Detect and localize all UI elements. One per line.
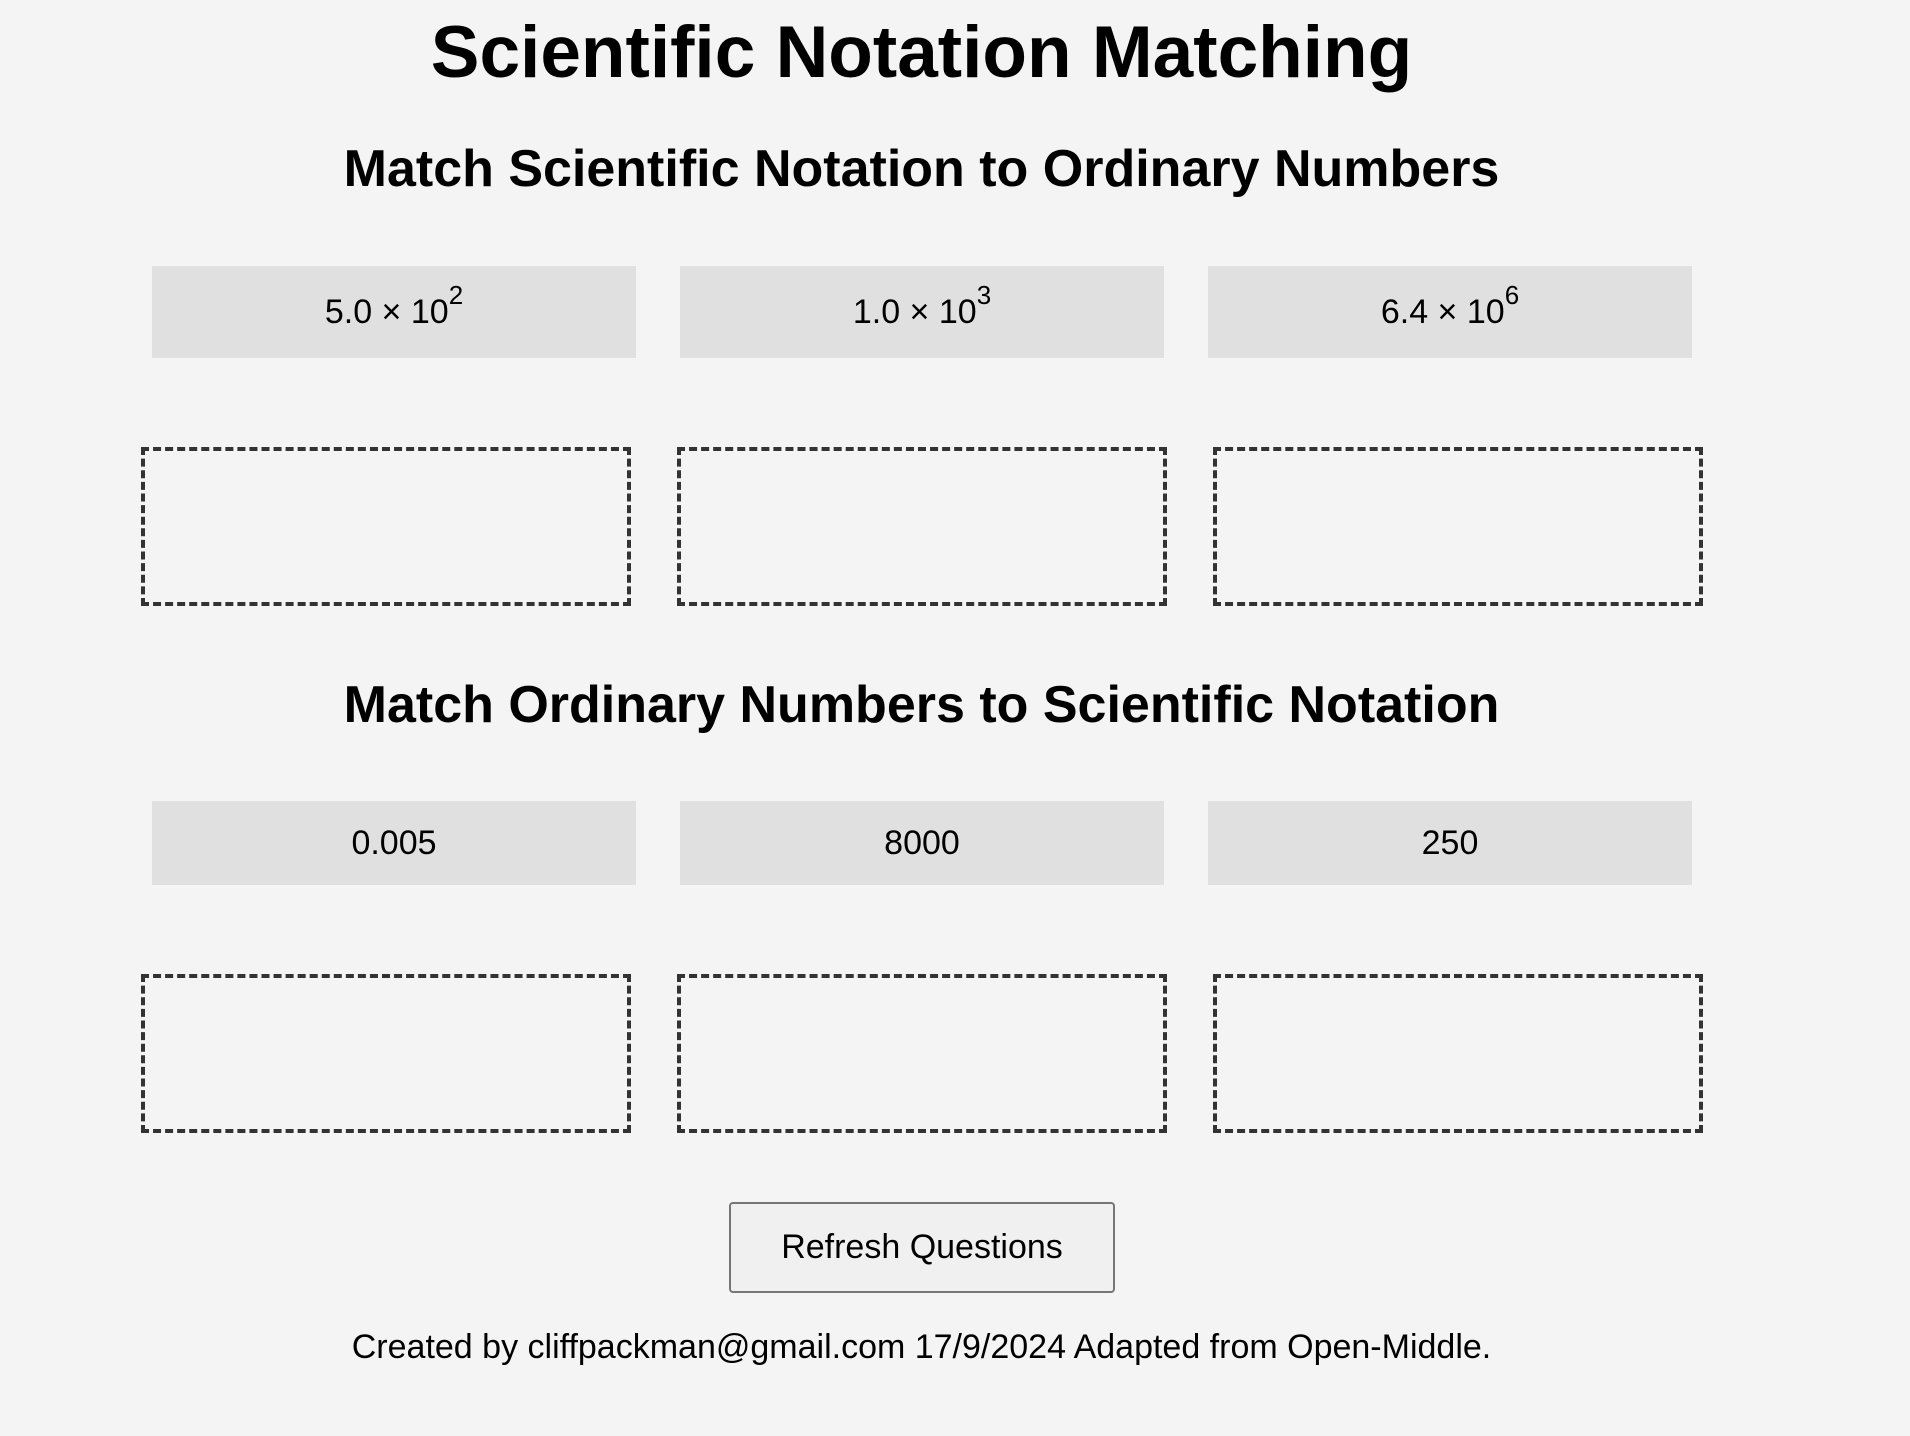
section-title-sci-to-ordinary: Match Scientific Notation to Ordinary Nu… <box>343 140 1500 198</box>
card-label: 8000 <box>884 823 960 862</box>
refresh-questions-button[interactable]: Refresh Questions <box>729 1202 1115 1293</box>
drop-zone[interactable] <box>141 447 631 606</box>
exponent: 3 <box>976 280 992 311</box>
page-title: Scientific Notation Matching <box>430 12 1413 93</box>
card-label: 250 <box>1421 823 1479 862</box>
card-label: 6.4 × 106 <box>1380 280 1520 331</box>
card-label: 0.005 <box>351 823 437 862</box>
card-label: 5.0 × 102 <box>324 280 464 331</box>
sci-notation-card[interactable]: 1.0 × 103 <box>680 266 1164 358</box>
drop-zone[interactable] <box>1213 447 1703 606</box>
sci-notation-card[interactable]: 6.4 × 106 <box>1208 266 1692 358</box>
ordinary-number-card[interactable]: 0.005 <box>152 801 636 885</box>
ordinary-number-card[interactable]: 250 <box>1208 801 1692 885</box>
card-label: 1.0 × 103 <box>852 280 992 331</box>
exponent: 2 <box>448 280 464 311</box>
ordinary-number-card[interactable]: 8000 <box>680 801 1164 885</box>
section-title-ordinary-to-sci: Match Ordinary Numbers to Scientific Not… <box>343 676 1500 734</box>
drop-zone[interactable] <box>677 974 1167 1133</box>
drop-zone[interactable] <box>141 974 631 1133</box>
drop-zone[interactable] <box>677 447 1167 606</box>
sci-notation-card[interactable]: 5.0 × 102 <box>152 266 636 358</box>
drop-zone[interactable] <box>1213 974 1703 1133</box>
footer-credit: Created by cliffpackman@gmail.com 17/9/2… <box>351 1328 1492 1366</box>
exponent: 6 <box>1504 280 1520 311</box>
